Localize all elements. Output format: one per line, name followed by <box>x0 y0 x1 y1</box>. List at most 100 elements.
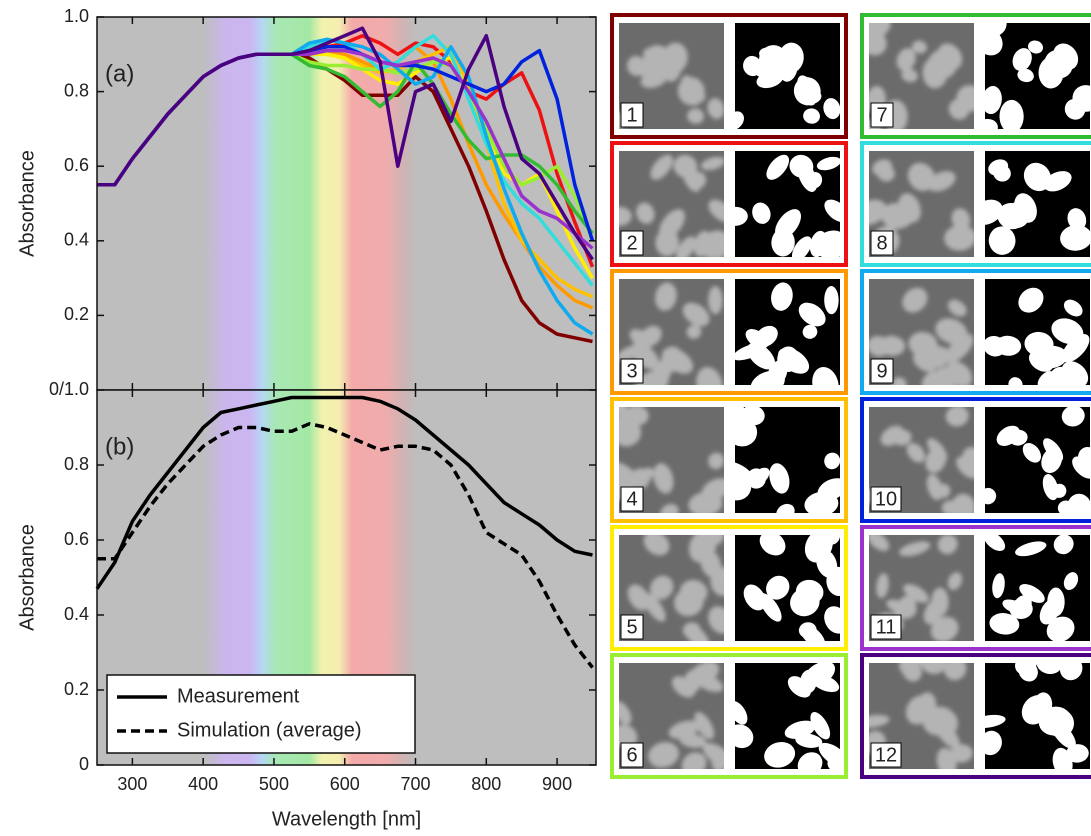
particle <box>1061 407 1085 427</box>
legend-label: Simulation (average) <box>177 719 362 741</box>
panel-label: 8 <box>876 232 887 254</box>
particle <box>927 438 948 462</box>
particle <box>1014 595 1032 614</box>
particle <box>1028 350 1054 372</box>
y-tick-label: 0/1.0 <box>49 379 89 399</box>
particle <box>759 45 788 74</box>
particle <box>1022 443 1042 463</box>
particle <box>640 70 668 89</box>
particle <box>795 579 824 604</box>
particle <box>650 575 674 600</box>
series-line <box>97 422 594 669</box>
panel-label-box <box>620 230 644 256</box>
legend-box <box>106 674 416 754</box>
particle <box>1024 331 1054 357</box>
y-tick-label: 0.6 <box>64 155 89 175</box>
particle <box>747 342 776 370</box>
particle <box>766 154 790 180</box>
panel-label: 7 <box>876 104 887 126</box>
particle <box>754 325 778 347</box>
particle <box>681 752 707 769</box>
particle <box>947 572 963 590</box>
particle <box>899 541 931 557</box>
particle <box>985 27 1003 56</box>
particle <box>994 335 1022 356</box>
particle <box>1061 334 1090 363</box>
particle <box>638 325 662 347</box>
y-tick-label: 0.4 <box>64 230 89 250</box>
particle <box>764 741 796 768</box>
y-tick-label: 0.8 <box>64 80 89 100</box>
sem-particles <box>869 535 963 641</box>
particle <box>1018 287 1044 313</box>
panel-label: 12 <box>875 744 897 766</box>
mask-particles <box>985 663 1089 769</box>
particle <box>700 156 724 171</box>
particle <box>759 593 782 622</box>
panel-label: 6 <box>626 744 637 766</box>
particle <box>906 443 926 463</box>
particle <box>823 98 840 120</box>
particle <box>771 282 793 311</box>
particle <box>812 366 839 385</box>
particle <box>948 98 970 120</box>
image-panel: 9 <box>860 269 1091 395</box>
particle <box>1046 366 1072 385</box>
particle <box>1038 706 1072 736</box>
particle <box>643 535 670 556</box>
particle <box>650 154 674 180</box>
y-tick-label: 0 <box>79 754 89 774</box>
particle <box>648 741 680 768</box>
particle <box>777 346 800 373</box>
panel-annotation: (b) <box>105 433 134 460</box>
image-panel: 6 <box>610 653 848 779</box>
particle <box>930 616 959 641</box>
particle <box>937 43 963 70</box>
panel-label-box <box>620 486 644 512</box>
particle <box>750 370 785 385</box>
particle <box>923 598 945 625</box>
sem-particles <box>869 23 974 129</box>
sem-particles <box>627 535 724 641</box>
particle <box>911 40 928 54</box>
image-panel: 12 <box>860 653 1091 779</box>
particle <box>1006 201 1031 228</box>
particle <box>1043 438 1064 462</box>
sem-particles <box>869 159 974 255</box>
particle <box>708 286 723 315</box>
particle <box>1064 227 1087 247</box>
particle <box>643 45 672 74</box>
particle <box>682 622 701 639</box>
particle <box>936 483 951 498</box>
particle <box>985 730 1002 756</box>
particle <box>951 493 974 513</box>
particle <box>735 407 746 417</box>
particle <box>1057 500 1074 513</box>
particle <box>1078 446 1090 469</box>
panel-label-box <box>620 614 644 640</box>
particle <box>699 230 724 257</box>
particle <box>869 27 887 56</box>
particle <box>880 425 904 447</box>
particle <box>1052 483 1067 498</box>
particle <box>869 199 887 225</box>
particle <box>1027 40 1044 54</box>
y-tick-label: 0.2 <box>64 304 89 324</box>
particle <box>872 159 893 176</box>
particle <box>892 377 907 385</box>
particle <box>985 714 1006 729</box>
particle <box>766 575 790 600</box>
image-panel: 1 <box>610 13 848 139</box>
particle <box>1059 663 1083 681</box>
particle <box>947 299 967 317</box>
particle <box>707 535 724 545</box>
particle <box>630 468 650 489</box>
particle <box>735 724 754 749</box>
particle <box>653 463 674 494</box>
series-line <box>95 395 593 590</box>
particle <box>1052 747 1073 769</box>
particle <box>1067 208 1087 231</box>
particle <box>619 407 630 417</box>
particle <box>1039 598 1061 625</box>
particle <box>1046 616 1075 641</box>
